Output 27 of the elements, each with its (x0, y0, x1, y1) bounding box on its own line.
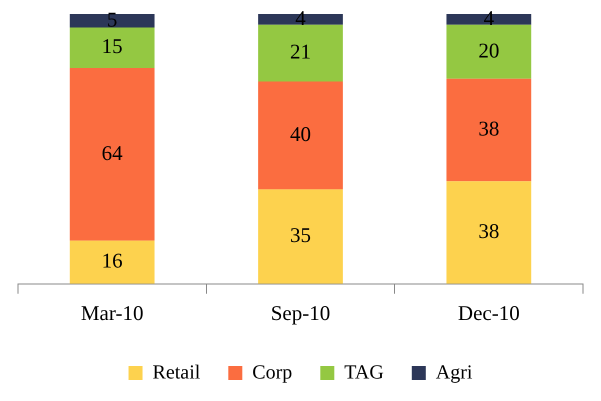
x-tick-label: Mar-10 (80, 300, 144, 325)
bar (70, 14, 155, 28)
bar (70, 27, 155, 68)
bar (70, 240, 155, 284)
bar (446, 181, 532, 284)
data-label: 64 (102, 140, 124, 165)
bar (258, 81, 343, 190)
legend-label: Corp (252, 361, 292, 384)
data-label: 16 (102, 248, 123, 273)
data-label: 15 (102, 34, 123, 58)
x-tick-label: Sep-10 (270, 300, 330, 325)
x-tick-label: Dec-10 (458, 300, 520, 325)
data-label: 21 (290, 40, 311, 64)
data-label: 38 (478, 219, 500, 244)
bar (258, 24, 343, 82)
legend-label: Retail (152, 361, 201, 384)
data-label: 40 (290, 122, 311, 146)
legend-label: Agri (436, 361, 473, 384)
bar (258, 189, 343, 284)
bar (446, 24, 532, 79)
legend-label: TAG (344, 361, 384, 384)
bar (70, 68, 155, 241)
bar (446, 78, 532, 182)
data-label: 20 (478, 38, 500, 62)
data-label: 38 (478, 116, 500, 141)
data-label: 35 (290, 223, 311, 248)
data-label: 5 (106, 7, 118, 32)
